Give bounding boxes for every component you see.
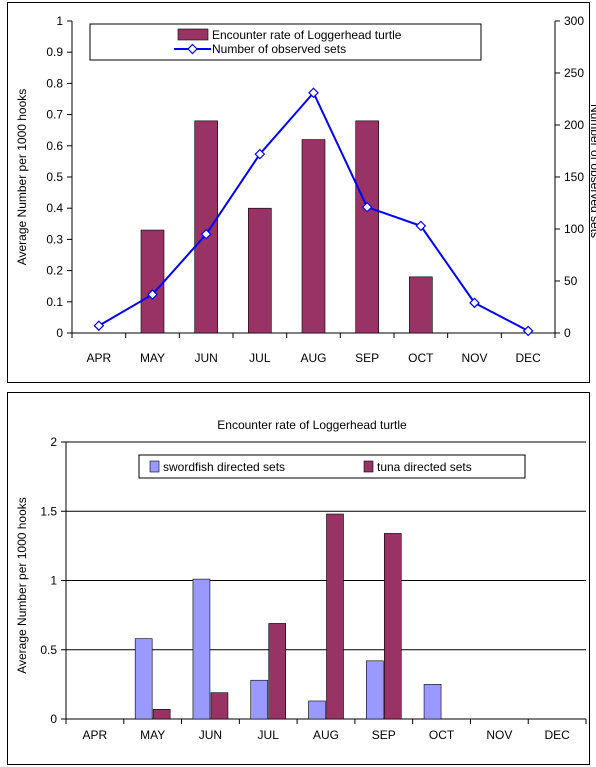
legend-box xyxy=(89,23,482,61)
y-axis-title: Average Number per 1000 hooks xyxy=(15,497,29,674)
y2-axis-title: Number of observed sets xyxy=(588,104,596,238)
bar-encounter-rate xyxy=(140,229,165,334)
y-tick-label: 1.5 xyxy=(40,504,57,518)
x-tick-label: SEP xyxy=(372,728,396,742)
x-tick-label: JUL xyxy=(258,728,280,742)
line-point-observed-sets xyxy=(200,228,212,240)
bar-swordfish xyxy=(365,660,384,720)
legend-swatch-tuna xyxy=(363,460,374,473)
y2-tick-label: 250 xyxy=(564,66,584,80)
y-tick-label: 0.2 xyxy=(46,264,63,278)
bar-swordfish xyxy=(423,684,442,720)
bar-encounter-rate xyxy=(355,120,379,334)
x-tick-label: DEC xyxy=(544,728,570,742)
x-tick-label: JUN xyxy=(199,728,222,742)
y-tick-label: 0.6 xyxy=(46,139,63,153)
x-tick-label: APR xyxy=(83,728,108,742)
bar-encounter-rate xyxy=(248,207,272,334)
x-tick-label: AUG xyxy=(313,728,339,742)
y-tick-label: 1 xyxy=(50,574,57,588)
chart1-svg: 0 0.1 0.2 0.3 0.4 0.5 0.6 0.7 0.8 0.9 1 0 50 100 150 20… xyxy=(15,14,596,365)
y-tick-label: 0.5 xyxy=(40,643,57,657)
bar-encounter-rate xyxy=(301,139,326,334)
legend-swatch-swordfish xyxy=(149,460,160,473)
y-tick-label: 0.5 xyxy=(46,170,63,184)
line-point-observed-sets xyxy=(361,201,373,213)
y-tick-label: 0 xyxy=(56,326,63,340)
legend-label-line: Number of observed sets xyxy=(212,42,346,56)
bar-tuna xyxy=(326,513,344,720)
line-point-observed-sets xyxy=(254,148,266,160)
y2-tick-label: 0 xyxy=(564,326,571,340)
bar-swordfish xyxy=(134,638,153,720)
x-tick-label: MAY xyxy=(140,351,165,365)
x-tick-label: JUL xyxy=(249,351,271,365)
chart2-svg: 0 0.5 1 1.5 2 APR MAY JUN JUL AUG SEP OCT NOV DEC Enco… xyxy=(15,418,587,742)
line-point-observed-sets xyxy=(522,325,534,337)
x-tick-label: JUN xyxy=(194,351,217,365)
bar-encounter-rate xyxy=(409,276,433,334)
x-tick-label: OCT xyxy=(429,728,455,742)
x-tick-label: NOV xyxy=(486,728,512,742)
x-tick-label: OCT xyxy=(408,351,434,365)
legend-swatch-marker xyxy=(187,43,198,55)
legend-label-bars: Encounter rate of Loggerhead turtle xyxy=(212,28,402,42)
x-tick-label: MAY xyxy=(140,728,165,742)
y2-tick-label: 50 xyxy=(564,274,578,288)
x-tick-label: NOV xyxy=(461,351,487,365)
y2-tick-label: 200 xyxy=(564,118,584,132)
x-tick-label: DEC xyxy=(515,351,541,365)
line-point-observed-sets xyxy=(308,87,319,99)
legend-swatch-bars xyxy=(177,28,209,41)
y2-tick-label: 300 xyxy=(564,14,584,28)
bar-tuna xyxy=(268,623,287,720)
legend-label-tuna: tuna directed sets xyxy=(377,460,472,474)
bar-encounter-rate xyxy=(194,120,218,334)
chart-title: Encounter rate of Loggerhead turtle xyxy=(217,418,407,432)
bar-swordfish xyxy=(308,700,326,720)
y-tick-label: 0.7 xyxy=(46,108,63,122)
y-tick-label: 0.4 xyxy=(46,201,63,215)
bar-tuna xyxy=(383,533,402,720)
chart-panel-2: 0 0.5 1 1.5 2 APR MAY JUN JUL AUG SEP OCT NOV DEC Enco… xyxy=(7,392,590,765)
x-tick-label: APR xyxy=(86,351,111,365)
x-tick-label: AUG xyxy=(300,351,326,365)
y-tick-label: 0.1 xyxy=(46,295,63,309)
bar-swordfish xyxy=(250,679,269,720)
bar-tuna xyxy=(210,692,229,720)
y-tick-label: 2 xyxy=(50,435,57,449)
legend-box xyxy=(138,454,526,479)
y-tick-label: 0.3 xyxy=(46,232,63,246)
line-point-observed-sets xyxy=(147,289,158,300)
y2-tick-label: 150 xyxy=(564,170,584,184)
y-axis-title: Average Number per 1000 hooks xyxy=(15,89,29,266)
x-tick-label: SEP xyxy=(355,351,379,365)
line-point-observed-sets xyxy=(469,297,480,309)
chart-panel-1: 0 0.1 0.2 0.3 0.4 0.5 0.6 0.7 0.8 0.9 1 0 50 100 150 20… xyxy=(7,2,596,383)
y-tick-label: 0 xyxy=(50,712,57,726)
y2-tick-label: 100 xyxy=(564,222,584,236)
y-tick-label: 1 xyxy=(56,14,63,28)
y-tick-label: 0.9 xyxy=(46,45,63,59)
bar-swordfish xyxy=(192,578,211,720)
line-point-observed-sets xyxy=(93,320,105,332)
line-point-observed-sets xyxy=(415,220,427,232)
legend-label-swordfish: swordfish directed sets xyxy=(163,460,285,474)
y-tick-label: 0.8 xyxy=(46,76,63,90)
bar-tuna xyxy=(152,709,171,720)
